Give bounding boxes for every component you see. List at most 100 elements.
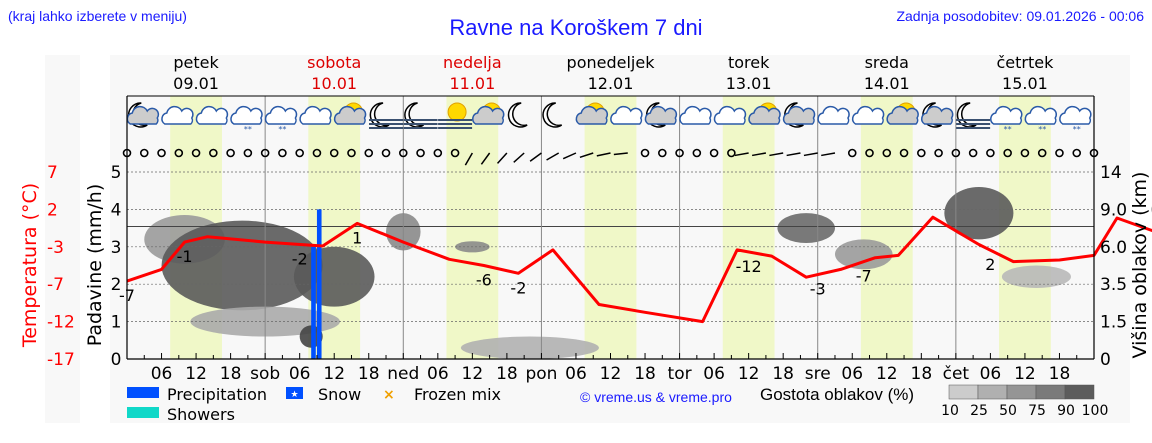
last-updated: Zadnja posodobitev: 09.01.2026 - 00:06 (896, 8, 1144, 24)
x-tick: 12 (323, 364, 345, 384)
x-tick: 18 (634, 364, 656, 384)
grid-lines (127, 96, 1094, 359)
calm-wind-icon (727, 148, 736, 158)
wind-barb-icon (803, 152, 818, 157)
x-tick: ned (387, 364, 419, 384)
calm-wind-icon (278, 148, 287, 158)
calm-wind-icon (917, 148, 926, 158)
day-date: 12.01 (588, 74, 634, 93)
precip-tick: 4 (111, 200, 122, 220)
calm-wind-icon (174, 148, 184, 158)
cloud-icon (610, 105, 643, 125)
calm-wind-icon (295, 148, 304, 158)
day-date: 14.01 (864, 74, 910, 93)
wind-barb-icon (769, 152, 784, 157)
precip-tick: 3 (111, 238, 122, 258)
x-tick: 12 (1014, 364, 1036, 384)
calm-wind-icon (1055, 148, 1064, 158)
calm-wind-icon (209, 148, 218, 158)
svg-text:**: ** (244, 125, 252, 134)
cloud-height-tick: 1.5 (1100, 313, 1127, 333)
wind-barb-icon (734, 152, 749, 157)
temp-tick: 7 (47, 163, 58, 183)
day-date: 10.01 (311, 74, 357, 93)
page-title: Ravne na Koroškem 7 dni (449, 15, 703, 40)
calm-wind-icon (709, 148, 719, 158)
location-hint[interactable]: (kraj lahko izberete v meniju) (8, 8, 187, 24)
cloud-height-tick: 0 (1100, 350, 1111, 370)
x-tick: 06 (565, 364, 587, 384)
sun-cloud-icon (333, 102, 367, 125)
sun-cloud-icon (575, 102, 609, 125)
cloud-icon (713, 105, 747, 125)
temp-tick: -3 (47, 238, 64, 258)
calm-wind-icon (1037, 148, 1047, 158)
svg-text:**: ** (1038, 125, 1046, 134)
x-tick: 12 (876, 364, 898, 384)
wind-barb-icon (821, 152, 836, 157)
cloud-density-tick: 100 (1082, 403, 1109, 419)
temp-axis-panel (45, 55, 80, 423)
snow-cloud-icon: ** (1059, 105, 1092, 134)
x-tick: pon (525, 364, 557, 384)
moon-fog-icon (369, 102, 404, 129)
x-tick: 06 (427, 364, 449, 384)
calm-wind-icon (1072, 148, 1082, 158)
sun-cloud-icon (886, 102, 919, 125)
snow-cloud-icon: ** (1024, 105, 1058, 134)
legend-precipitation: Precipitation (167, 385, 267, 404)
sun-cloud-icon (472, 102, 505, 125)
x-tick: 06 (289, 364, 311, 384)
day-date: 13.01 (726, 74, 772, 93)
x-tick: 06 (841, 364, 863, 384)
x-tick: 18 (496, 364, 518, 384)
moon-cloud-icon (921, 102, 954, 128)
cloud-density-tick: 75 (1028, 403, 1046, 419)
legend-frozen-mix: Frozen mix (414, 385, 501, 404)
calm-wind-icon (675, 148, 684, 158)
cloud-icon (679, 105, 712, 125)
calm-wind-icon (191, 148, 201, 158)
snow-cloud-icon: ** (264, 105, 298, 134)
temperature-label: 1 (352, 228, 362, 247)
calm-wind-icon (847, 148, 857, 158)
temperature-label: -7 (856, 267, 872, 286)
x-tick: 18 (358, 364, 380, 384)
precip-axis-title: Padavine (mm/h) (84, 184, 106, 347)
x-tick: 06 (151, 364, 173, 384)
day-name: sreda (865, 53, 909, 72)
sun-fog-icon (438, 102, 473, 129)
moon-icon (542, 102, 563, 128)
calm-wind-icon (1003, 148, 1012, 158)
svg-text:**: ** (278, 125, 286, 134)
wind-barb-icon (751, 152, 767, 157)
wind-barb-icon (613, 152, 628, 156)
x-tick: 12 (185, 364, 207, 384)
calm-wind-icon (968, 148, 978, 158)
x-tick: sob (250, 364, 280, 384)
calm-wind-icon (398, 148, 408, 158)
cloud-icon (299, 105, 332, 125)
day-name: četrtek (996, 53, 1054, 72)
x-tick: 12 (462, 364, 484, 384)
calm-wind-icon (658, 148, 667, 158)
day-name: nedelja (443, 53, 502, 72)
x-tick: 06 (980, 364, 1002, 384)
credit-link[interactable]: © vreme.us & vreme.pro (580, 389, 732, 405)
precip-tick: 0 (111, 350, 122, 370)
temperature-label: -2 (292, 249, 308, 268)
day-name: torek (728, 53, 770, 72)
wind-row (122, 148, 1099, 166)
calm-wind-icon (381, 148, 391, 158)
wind-barb-icon (464, 152, 474, 166)
cloud-icon (161, 105, 194, 125)
temperature-label: -2 (510, 278, 526, 297)
cloud-icon (817, 105, 850, 125)
day-headers: petek 09.01 sobota 10.01 nedelja 11.01 ponedel… (173, 53, 1054, 93)
svg-text:**: ** (1073, 125, 1081, 134)
calm-wind-icon (692, 148, 702, 158)
cloud-density-tick: 90 (1057, 403, 1075, 419)
legend-snow: Snow (318, 385, 361, 404)
moon-cloud-icon (782, 102, 816, 128)
x-tick: 12 (600, 364, 622, 384)
